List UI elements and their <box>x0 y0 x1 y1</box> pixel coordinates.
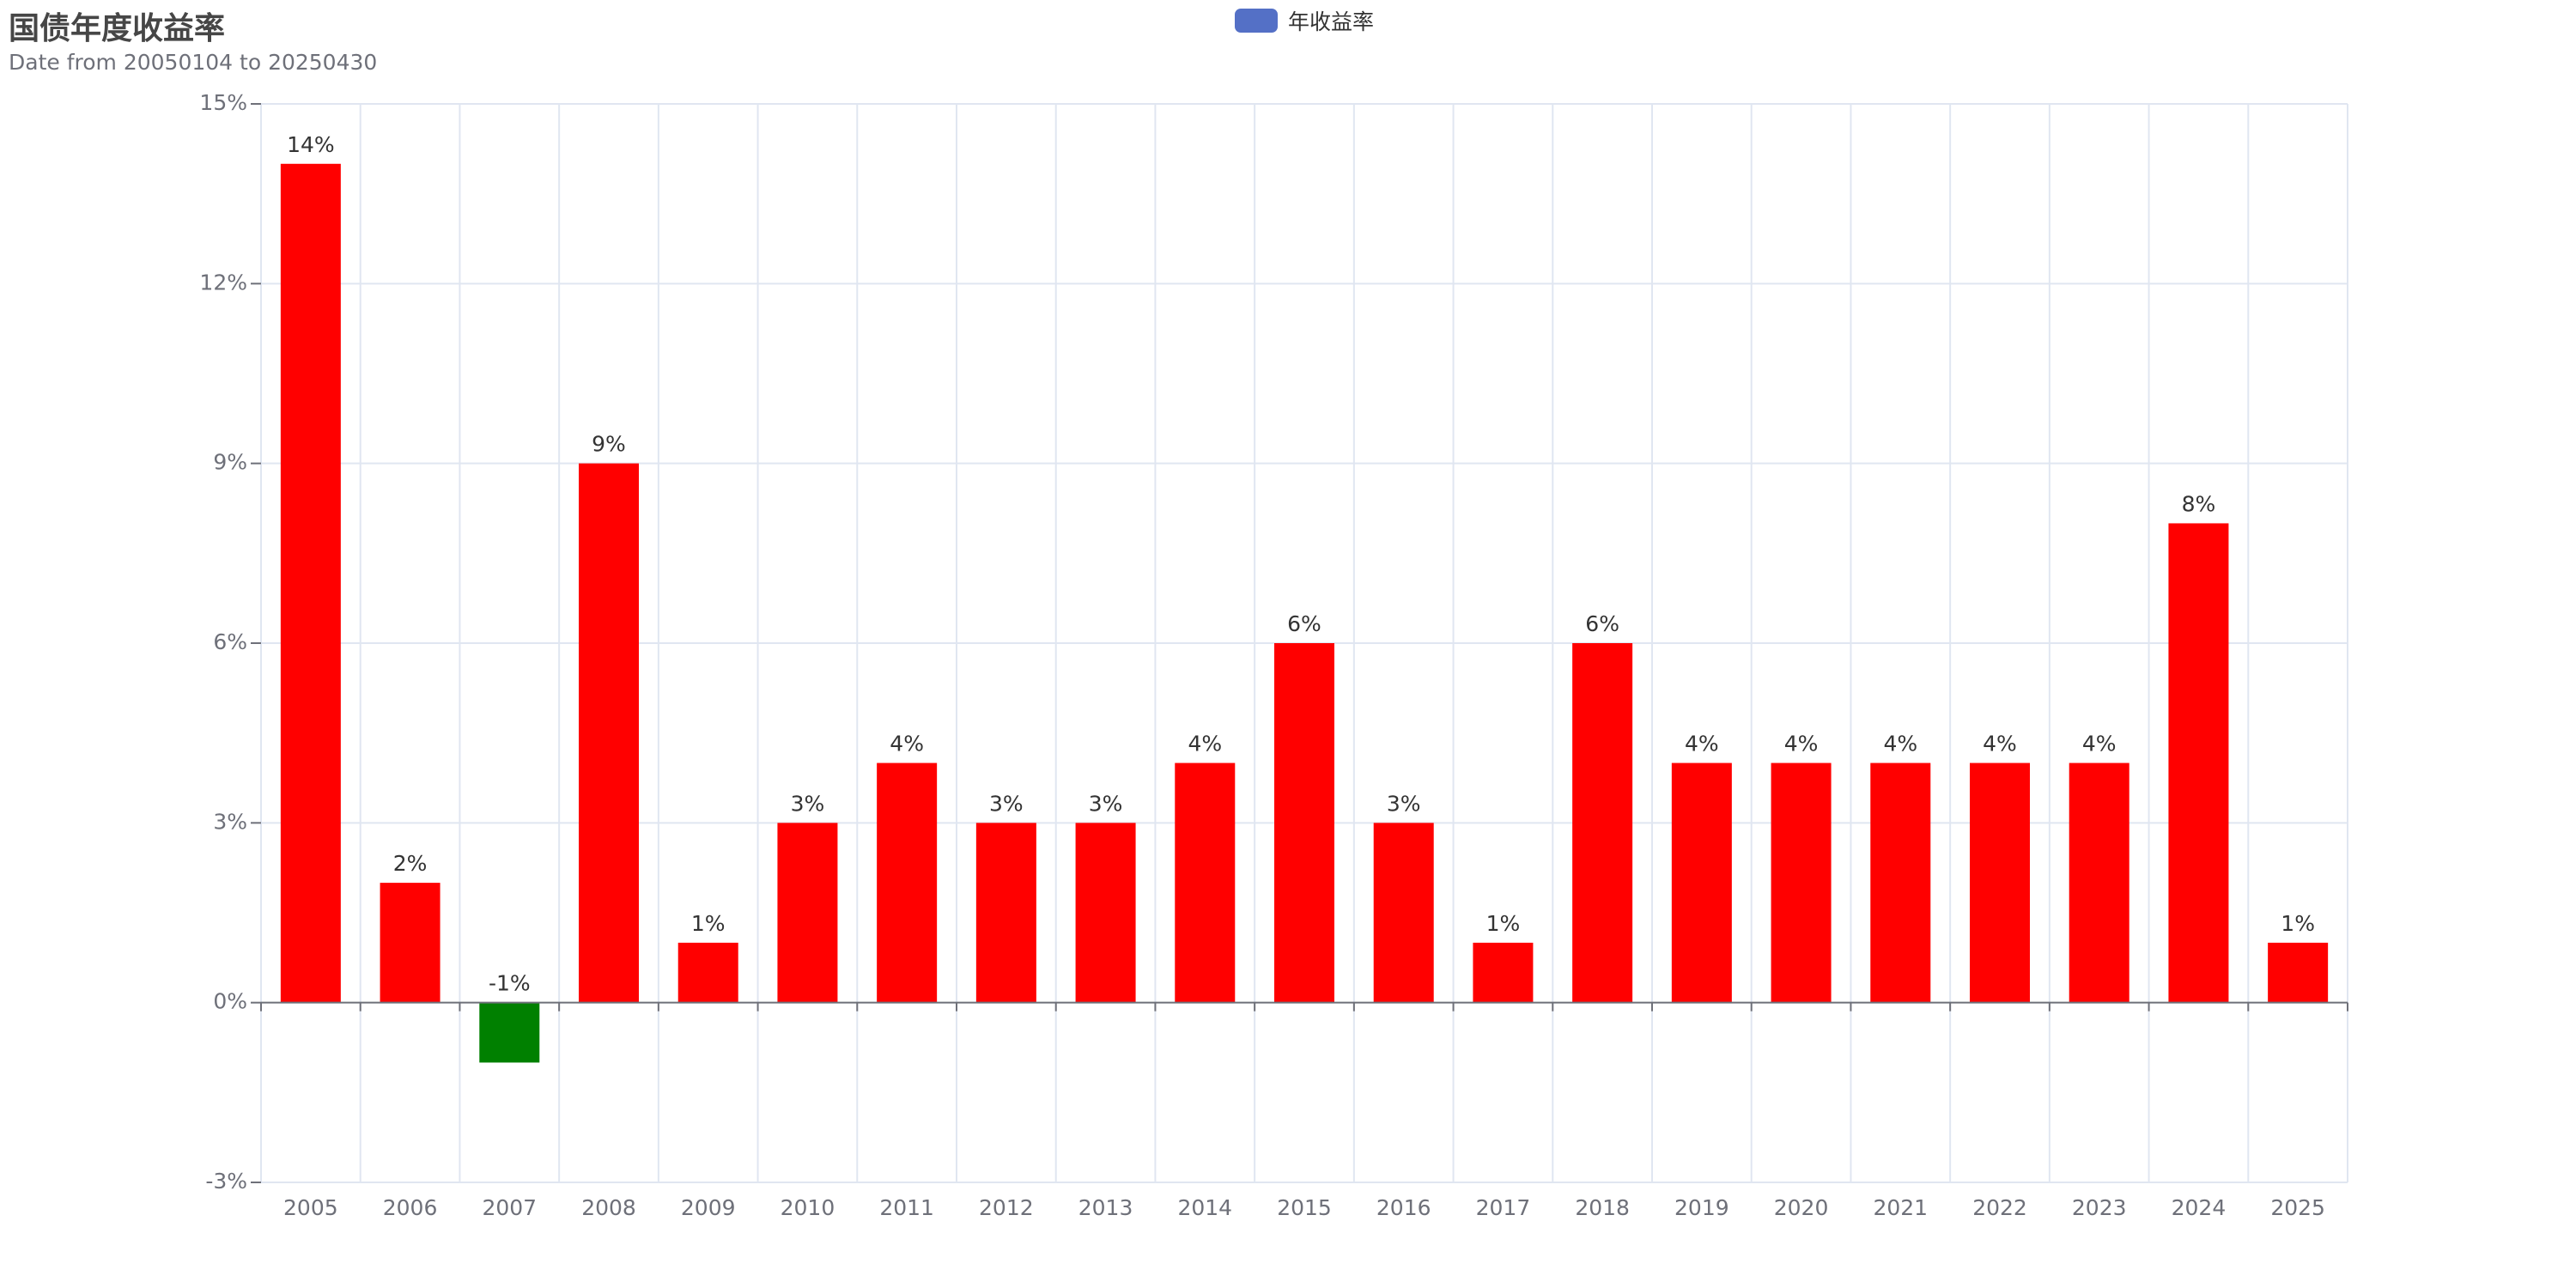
y-tick-label: 6% <box>213 629 247 654</box>
bar-2006 <box>380 883 440 1003</box>
x-tick-label-2019: 2019 <box>1674 1195 1729 1220</box>
bar-2011 <box>877 762 938 1003</box>
bar-2008 <box>579 463 639 1003</box>
bar-2015 <box>1274 643 1334 1003</box>
data-label-2020: 4% <box>1784 732 1819 756</box>
data-label-2023: 4% <box>2082 732 2117 756</box>
data-label-2010: 3% <box>791 791 825 816</box>
bar-2016 <box>1373 823 1434 1003</box>
chart-title: 国债年度收益率 <box>9 11 226 46</box>
bar-2018 <box>1572 643 1633 1003</box>
data-label-2024: 8% <box>2182 491 2216 516</box>
bar-2019 <box>1671 762 1732 1003</box>
data-label-2015: 6% <box>1287 611 1321 636</box>
bar-2023 <box>2069 762 2129 1003</box>
bar-2024 <box>2168 523 2229 1003</box>
axis-layer <box>251 103 2348 1183</box>
x-tick-label-2023: 2023 <box>2072 1195 2127 1220</box>
x-tick-label-2018: 2018 <box>1575 1195 1630 1220</box>
data-label-2008: 9% <box>592 432 626 457</box>
bar-2021 <box>1870 762 1931 1003</box>
x-tick-label-2010: 2010 <box>781 1195 835 1220</box>
data-label-2021: 4% <box>1883 732 1917 756</box>
x-tick-label-2014: 2014 <box>1177 1195 1232 1220</box>
data-label-2006: 2% <box>393 851 428 876</box>
x-tick-label-2016: 2016 <box>1376 1195 1431 1220</box>
bar-2005 <box>280 163 341 1003</box>
x-tick-label-2022: 2022 <box>1972 1195 2027 1220</box>
x-tick-label-2017: 2017 <box>1476 1195 1531 1220</box>
data-label-2007: -1% <box>489 971 531 996</box>
data-label-2025: 1% <box>2281 911 2315 936</box>
x-tick-label-2006: 2006 <box>383 1195 438 1220</box>
x-tick-label-2009: 2009 <box>681 1195 736 1220</box>
x-tick-label-2013: 2013 <box>1078 1195 1133 1220</box>
x-tick-label-2007: 2007 <box>482 1195 537 1220</box>
bar-2017 <box>1473 942 1534 1003</box>
data-label-2018: 6% <box>1585 611 1619 636</box>
bar-2022 <box>1970 762 2030 1003</box>
x-tick-label-2012: 2012 <box>979 1195 1034 1220</box>
y-tick-label: 3% <box>213 809 247 834</box>
y-tick-label: 9% <box>213 450 247 475</box>
label-layer: -3% 0% 3% 6% 9% 12% 15% 14% 2005 2% 2006 -1% 2007 9% 2… <box>199 90 2325 1220</box>
bar-2010 <box>777 823 838 1003</box>
bar-2007 <box>479 1002 540 1063</box>
data-label-2013: 3% <box>1089 791 1123 816</box>
data-label-2019: 4% <box>1685 732 1719 756</box>
x-tick-label-2005: 2005 <box>283 1195 338 1220</box>
data-label-2022: 4% <box>1983 732 2017 756</box>
bar-2013 <box>1075 823 1136 1003</box>
x-tick-label-2011: 2011 <box>879 1195 934 1220</box>
data-label-2011: 4% <box>890 732 924 756</box>
data-label-2009: 1% <box>691 911 726 936</box>
data-label-2012: 3% <box>989 791 1024 816</box>
x-tick-label-2025: 2025 <box>2270 1195 2325 1220</box>
legend[interactable]: 年收益率 <box>1235 5 1374 36</box>
data-label-2014: 4% <box>1188 732 1222 756</box>
legend-swatch <box>1235 9 1278 33</box>
bar-2009 <box>677 942 738 1003</box>
data-label-2017: 1% <box>1486 911 1521 936</box>
legend-label: 年收益率 <box>1288 9 1375 34</box>
x-tick-label-2020: 2020 <box>1774 1195 1829 1220</box>
bar-2020 <box>1771 762 1832 1003</box>
bar-layer <box>280 163 2329 1063</box>
bar-2012 <box>975 823 1036 1003</box>
chart-subtitle: Date from 20050104 to 20250430 <box>9 50 378 75</box>
x-tick-label-2008: 2008 <box>581 1195 636 1220</box>
data-label-2005: 14% <box>287 132 335 157</box>
y-tick-label: 12% <box>199 270 247 295</box>
y-tick-label: -3% <box>205 1169 247 1194</box>
bar-2014 <box>1175 762 1236 1003</box>
bar-2025 <box>2268 942 2329 1003</box>
x-tick-label-2021: 2021 <box>1873 1195 1928 1220</box>
x-tick-label-2015: 2015 <box>1277 1195 1332 1220</box>
y-tick-label: 15% <box>199 90 247 115</box>
data-label-2016: 3% <box>1387 791 1421 816</box>
y-tick-label: 0% <box>213 989 247 1014</box>
x-tick-label-2024: 2024 <box>2172 1195 2227 1220</box>
